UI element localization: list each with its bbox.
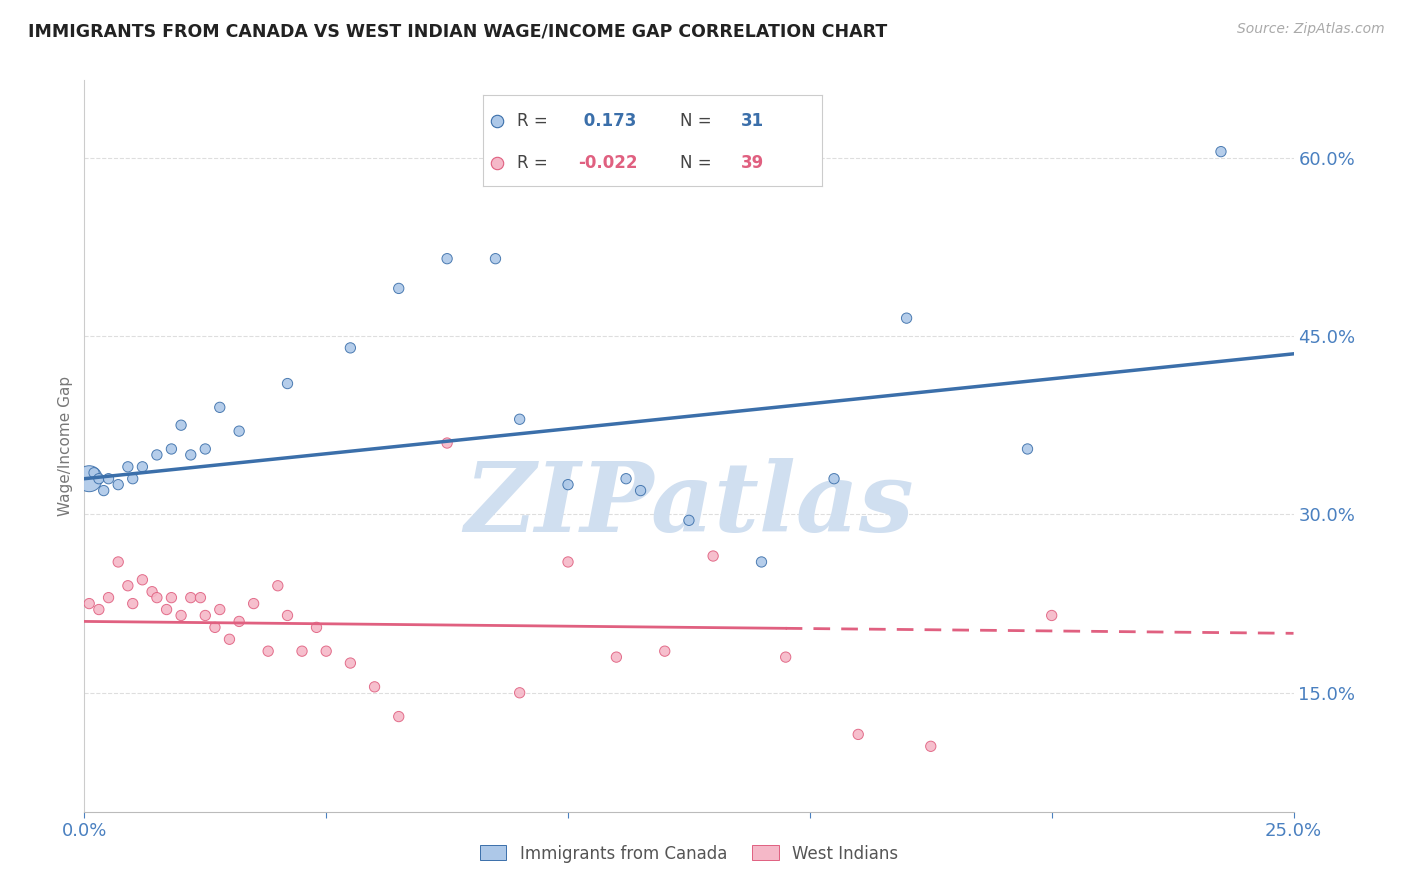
Point bbox=[121, 472, 143, 486]
Point bbox=[751, 555, 773, 569]
Point bbox=[160, 591, 183, 605]
Point bbox=[87, 472, 110, 486]
Point bbox=[291, 644, 314, 658]
Point bbox=[605, 650, 627, 665]
Point bbox=[257, 644, 280, 658]
Point bbox=[117, 579, 139, 593]
Point bbox=[155, 602, 177, 616]
Point bbox=[121, 597, 143, 611]
Point bbox=[107, 555, 129, 569]
Point bbox=[228, 424, 250, 438]
Point bbox=[363, 680, 385, 694]
Point bbox=[775, 650, 797, 665]
Point bbox=[242, 597, 264, 611]
Point bbox=[388, 281, 411, 295]
Point bbox=[920, 739, 942, 754]
Point bbox=[141, 584, 163, 599]
Point bbox=[509, 686, 531, 700]
Point bbox=[1209, 145, 1232, 159]
Point bbox=[180, 448, 202, 462]
Point bbox=[190, 591, 212, 605]
Point bbox=[117, 459, 139, 474]
Text: IMMIGRANTS FROM CANADA VS WEST INDIAN WAGE/INCOME GAP CORRELATION CHART: IMMIGRANTS FROM CANADA VS WEST INDIAN WA… bbox=[28, 22, 887, 40]
Point bbox=[557, 555, 579, 569]
Point bbox=[194, 608, 217, 623]
Point bbox=[208, 401, 231, 415]
Point bbox=[654, 644, 676, 658]
Point bbox=[93, 483, 115, 498]
Point bbox=[339, 656, 361, 670]
Point bbox=[484, 252, 506, 266]
Point bbox=[896, 311, 918, 326]
Point bbox=[846, 727, 869, 741]
Point bbox=[77, 472, 100, 486]
Point bbox=[305, 620, 328, 634]
Point bbox=[131, 573, 153, 587]
Point bbox=[276, 608, 298, 623]
Point bbox=[702, 549, 724, 563]
Point bbox=[436, 252, 458, 266]
Point bbox=[208, 602, 231, 616]
Point bbox=[218, 632, 240, 647]
Point bbox=[1040, 608, 1063, 623]
Point bbox=[77, 597, 100, 611]
Point bbox=[315, 644, 337, 658]
Point bbox=[170, 418, 193, 433]
Text: Source: ZipAtlas.com: Source: ZipAtlas.com bbox=[1237, 22, 1385, 37]
Point bbox=[160, 442, 183, 456]
Point bbox=[87, 602, 110, 616]
Text: ZIPatlas: ZIPatlas bbox=[464, 458, 914, 551]
Point bbox=[630, 483, 652, 498]
Point bbox=[131, 459, 153, 474]
Point bbox=[509, 412, 531, 426]
Point bbox=[823, 472, 845, 486]
Point bbox=[180, 591, 202, 605]
Point bbox=[97, 591, 120, 605]
Point bbox=[228, 615, 250, 629]
Point bbox=[204, 620, 226, 634]
Point bbox=[614, 472, 637, 486]
Point bbox=[388, 709, 411, 723]
Point bbox=[678, 513, 700, 527]
Point bbox=[146, 448, 169, 462]
Point bbox=[146, 591, 169, 605]
Point bbox=[194, 442, 217, 456]
Point bbox=[1017, 442, 1039, 456]
Point bbox=[339, 341, 361, 355]
Point bbox=[267, 579, 290, 593]
Point bbox=[436, 436, 458, 450]
Point bbox=[557, 477, 579, 491]
Legend: Immigrants from Canada, West Indians: Immigrants from Canada, West Indians bbox=[472, 838, 905, 869]
Point bbox=[83, 466, 105, 480]
Point bbox=[107, 477, 129, 491]
Point bbox=[170, 608, 193, 623]
Point bbox=[97, 472, 120, 486]
Point bbox=[276, 376, 298, 391]
Y-axis label: Wage/Income Gap: Wage/Income Gap bbox=[58, 376, 73, 516]
